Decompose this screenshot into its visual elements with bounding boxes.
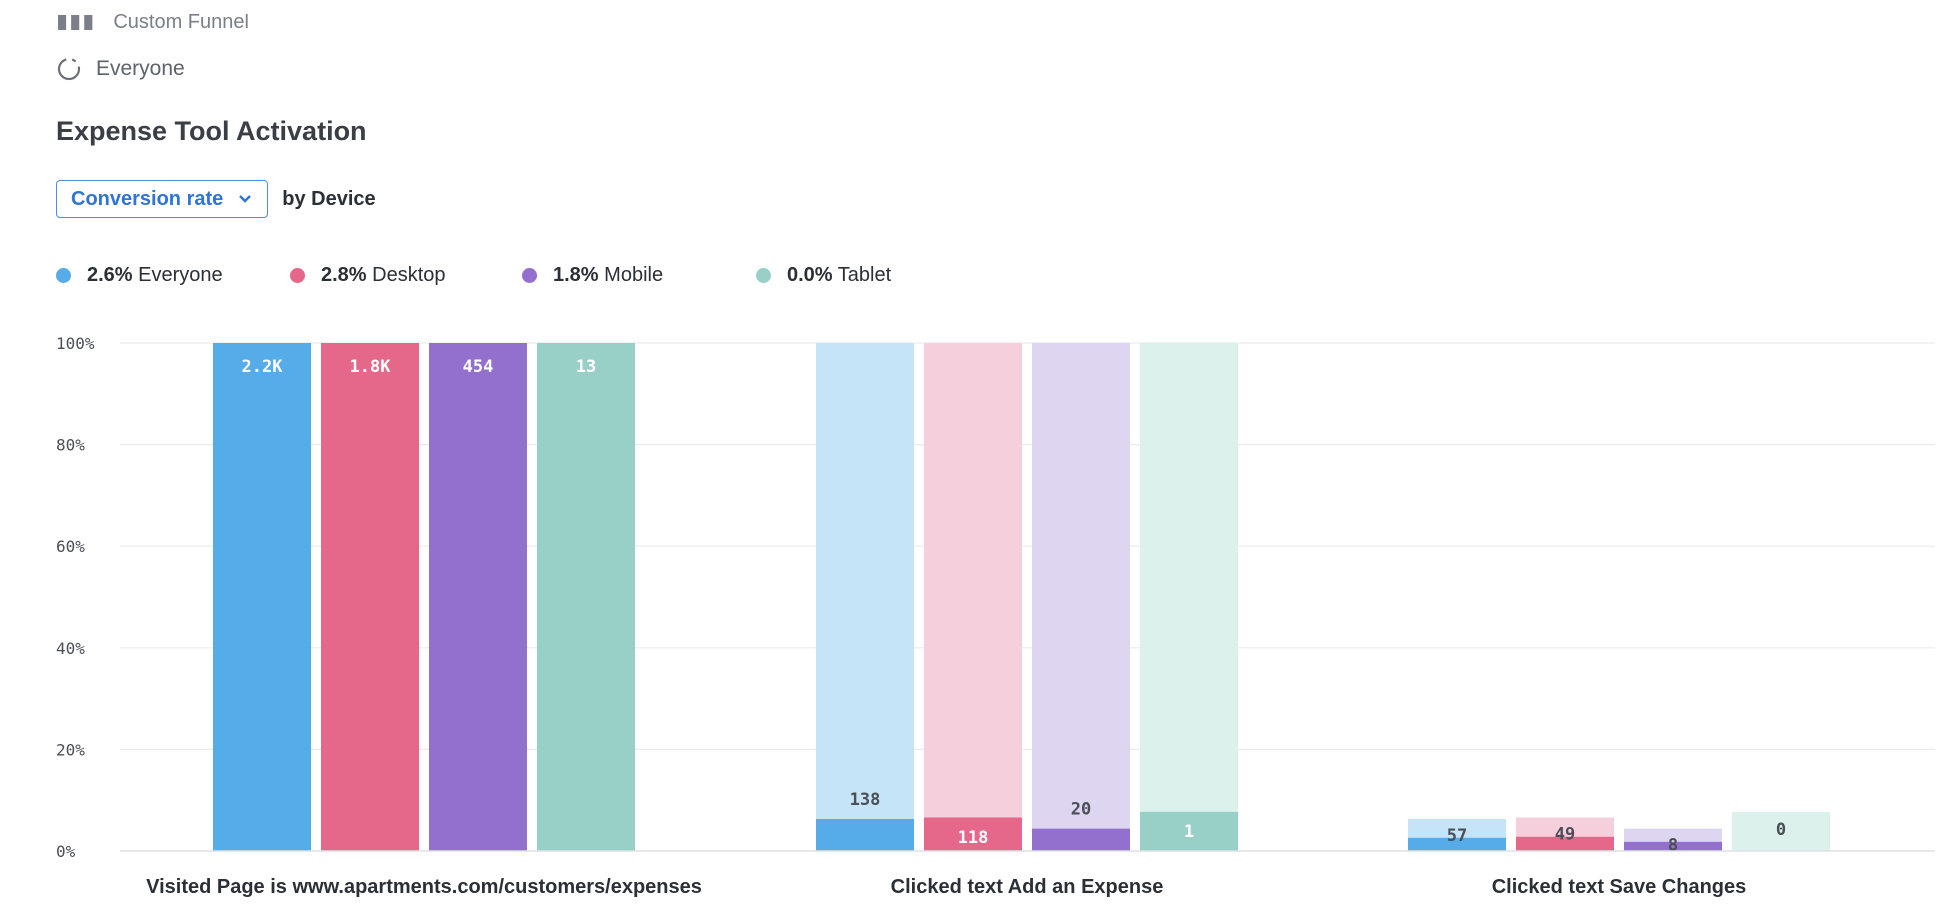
bar-value-label: 0 [1776, 820, 1786, 840]
legend-name: Mobile [604, 264, 664, 286]
legend-name: Desktop [372, 264, 446, 286]
bar-previous-step-desktop [924, 343, 1022, 851]
bar-everyone[interactable] [1408, 837, 1506, 851]
loading-ring-icon [57, 57, 81, 81]
legend-name: Tablet [837, 264, 892, 286]
y-tick-label: 100% [56, 334, 95, 353]
bar-mobile[interactable] [429, 343, 527, 851]
legend-item-tablet[interactable]: 0.0% Tablet [756, 264, 891, 287]
bar-mobile[interactable] [1032, 828, 1130, 851]
bar-desktop[interactable] [1516, 836, 1614, 851]
bar-value-label: 8 [1668, 836, 1678, 856]
bar-desktop[interactable] [924, 817, 1022, 851]
bar-value-label: 13 [576, 357, 596, 377]
segment-everyone[interactable]: Everyone [56, 56, 185, 82]
bar-previous-step-everyone [816, 343, 914, 851]
y-tick-label: 80% [56, 436, 85, 455]
bar-value-label: 57 [1447, 826, 1467, 846]
bar-tablet[interactable] [537, 343, 635, 851]
bar-value-label: 20 [1071, 800, 1091, 820]
step-label: Clicked text Save Changes [1492, 876, 1747, 898]
bar-value-label: 118 [958, 828, 989, 848]
bar-value-label: 1 [1184, 822, 1194, 842]
legend-value: 1.8% [553, 264, 599, 286]
y-tick-label: 40% [56, 639, 85, 658]
custom-funnel-label: Custom Funnel [113, 14, 249, 30]
bar-tablet[interactable] [1140, 811, 1238, 851]
bar-everyone[interactable] [213, 343, 311, 851]
bar-previous-step-tablet [1732, 811, 1830, 851]
metric-dropdown-label: Conversion rate [71, 187, 224, 210]
y-tick-label: 0% [56, 842, 76, 861]
step-label: Clicked text Add an Expense [891, 876, 1164, 898]
bar-value-label: 49 [1555, 824, 1575, 844]
report-title: Expense Tool Activation [56, 116, 367, 146]
metric-dropdown[interactable]: Conversion rate [56, 180, 269, 218]
bar-value-label: 1.8K [350, 357, 392, 377]
legend-item-mobile[interactable]: 1.8% Mobile [522, 264, 663, 287]
bar-desktop[interactable] [321, 343, 419, 851]
y-tick-label: 20% [56, 740, 85, 759]
step-label: Visited Page is www.apartments.com/custo… [146, 876, 702, 898]
bar-previous-step-tablet [1140, 343, 1238, 851]
legend-value: 2.6% [87, 264, 133, 286]
legend-dot [56, 268, 71, 283]
chevron-down-icon [239, 195, 252, 203]
legend-dot [756, 268, 771, 283]
bar-value-label: 2.2K [242, 357, 284, 377]
custom-funnel-item[interactable]: ▮▮▮ Custom Funnel [56, 14, 249, 30]
breakdown-label: by Device [282, 187, 376, 210]
bar-value-label: 454 [463, 357, 494, 377]
legend-name: Everyone [138, 264, 223, 286]
segment-label: Everyone [96, 57, 185, 80]
bar-everyone[interactable] [816, 818, 914, 851]
bar-mobile[interactable] [1624, 841, 1722, 851]
funnel-icon: ▮▮▮ [56, 14, 96, 30]
report-controls: Conversion rate by Device [56, 180, 376, 218]
legend-value: 0.0% [787, 264, 833, 286]
y-tick-label: 60% [56, 537, 85, 556]
bar-previous-step-mobile [1032, 343, 1130, 851]
legend-dot [522, 268, 537, 283]
legend-item-desktop[interactable]: 2.8% Desktop [290, 264, 446, 287]
legend-item-everyone[interactable]: 2.6% Everyone [56, 264, 223, 287]
legend-dot [290, 268, 305, 283]
bar-value-label: 138 [850, 790, 881, 810]
legend-value: 2.8% [321, 264, 367, 286]
